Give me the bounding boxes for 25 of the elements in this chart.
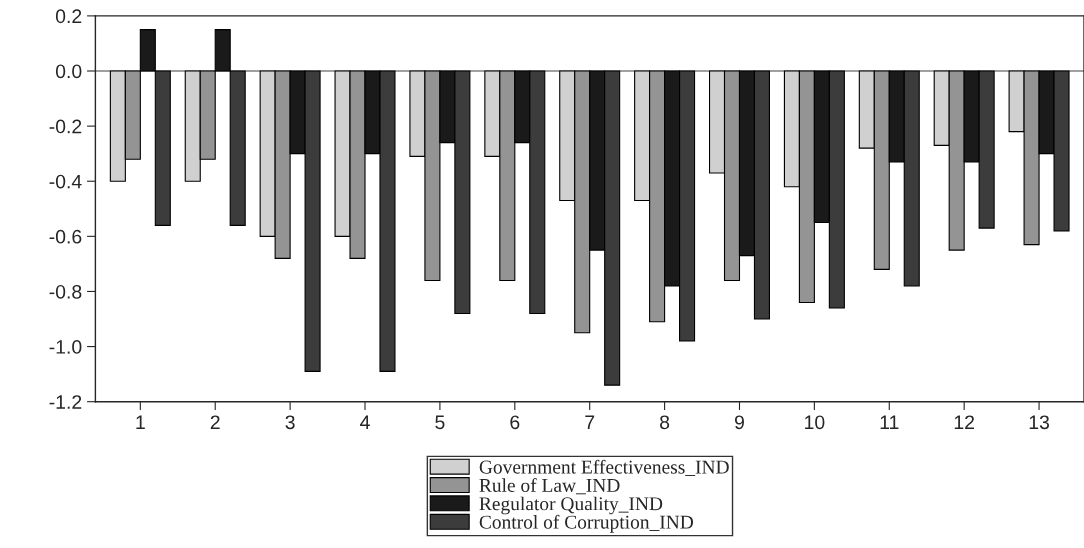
y-tick-label: -0.2 [49, 119, 82, 134]
y-tick-label: -0.4 [49, 174, 82, 189]
y-tick-label: -1.0 [49, 340, 82, 354]
x-tick-label: 12 [954, 415, 975, 429]
legend-label: Rule of Law_IND [479, 478, 620, 495]
x-tick-label: 3 [285, 415, 295, 430]
x-tick-label: 5 [435, 415, 445, 430]
x-tick-label: 4 [360, 415, 370, 429]
y-tick-label: 0.0 [55, 64, 82, 79]
legend-label: Regulator Quality_IND [479, 496, 663, 515]
x-tick-label: 8 [660, 415, 670, 430]
x-tick-label: 7 [585, 415, 595, 429]
legend-label: Control of Corruption_IND [479, 514, 694, 533]
x-tick-label: 2 [210, 415, 220, 429]
y-tick-label: -1.2 [49, 395, 82, 409]
x-tick-label: 6 [510, 415, 520, 430]
y-tick-label: -0.8 [49, 284, 82, 299]
y-tick-label: -0.6 [49, 229, 82, 244]
x-tick-label: 10 [805, 415, 825, 430]
y-tick-label: 0.2 [55, 9, 82, 24]
x-tick-label: 9 [734, 415, 744, 430]
legend-label: Government Effectiveness_IND [479, 459, 729, 476]
x-tick-label: 1 [136, 415, 145, 429]
x-tick-label: 13 [1029, 415, 1050, 430]
x-tick-label: 11 [880, 415, 899, 429]
